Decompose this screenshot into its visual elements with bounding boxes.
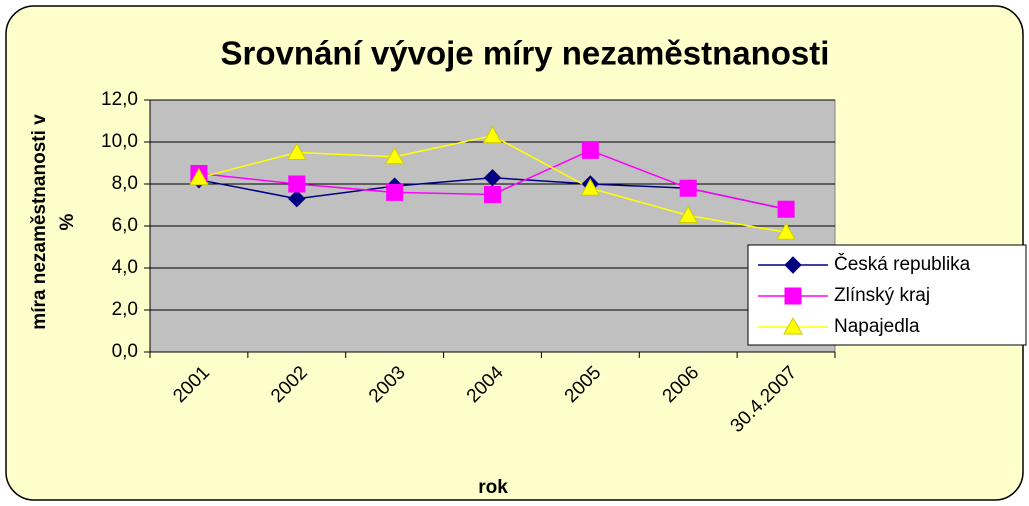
y-tick-label: 10,0 bbox=[101, 131, 138, 152]
legend-label: Zlínský kraj bbox=[834, 285, 930, 306]
marker bbox=[286, 142, 307, 160]
marker bbox=[784, 287, 802, 305]
legend-label: Česká republika bbox=[834, 253, 971, 275]
y-tick-label: 8,0 bbox=[112, 173, 138, 194]
x-axis-title: rok bbox=[478, 477, 508, 498]
marker bbox=[483, 168, 502, 187]
marker bbox=[484, 186, 501, 203]
marker bbox=[581, 141, 599, 159]
marker bbox=[783, 316, 803, 335]
marker bbox=[784, 256, 802, 274]
y-axis-title: míra nezaměstnanosti v bbox=[29, 114, 50, 330]
y-tick-label: 2,0 bbox=[112, 299, 138, 320]
marker bbox=[580, 178, 601, 196]
chart-title: Srovnání vývoje míry nezaměstnanosti bbox=[221, 35, 830, 72]
y-axis-title: % bbox=[57, 213, 78, 230]
marker bbox=[384, 146, 405, 165]
marker bbox=[678, 205, 699, 223]
marker bbox=[288, 189, 306, 208]
y-tick-label: 6,0 bbox=[112, 215, 138, 236]
y-tick-label: 4,0 bbox=[112, 257, 138, 278]
y-tick-label: 12,0 bbox=[101, 89, 138, 110]
marker bbox=[777, 200, 795, 218]
legend-label: Napajedla bbox=[834, 316, 920, 337]
y-tick-label: 0,0 bbox=[112, 341, 138, 362]
marker bbox=[776, 222, 796, 240]
marker bbox=[288, 175, 306, 193]
marker bbox=[189, 167, 209, 186]
marker bbox=[386, 183, 404, 201]
marker bbox=[679, 179, 697, 197]
marker bbox=[482, 125, 503, 144]
